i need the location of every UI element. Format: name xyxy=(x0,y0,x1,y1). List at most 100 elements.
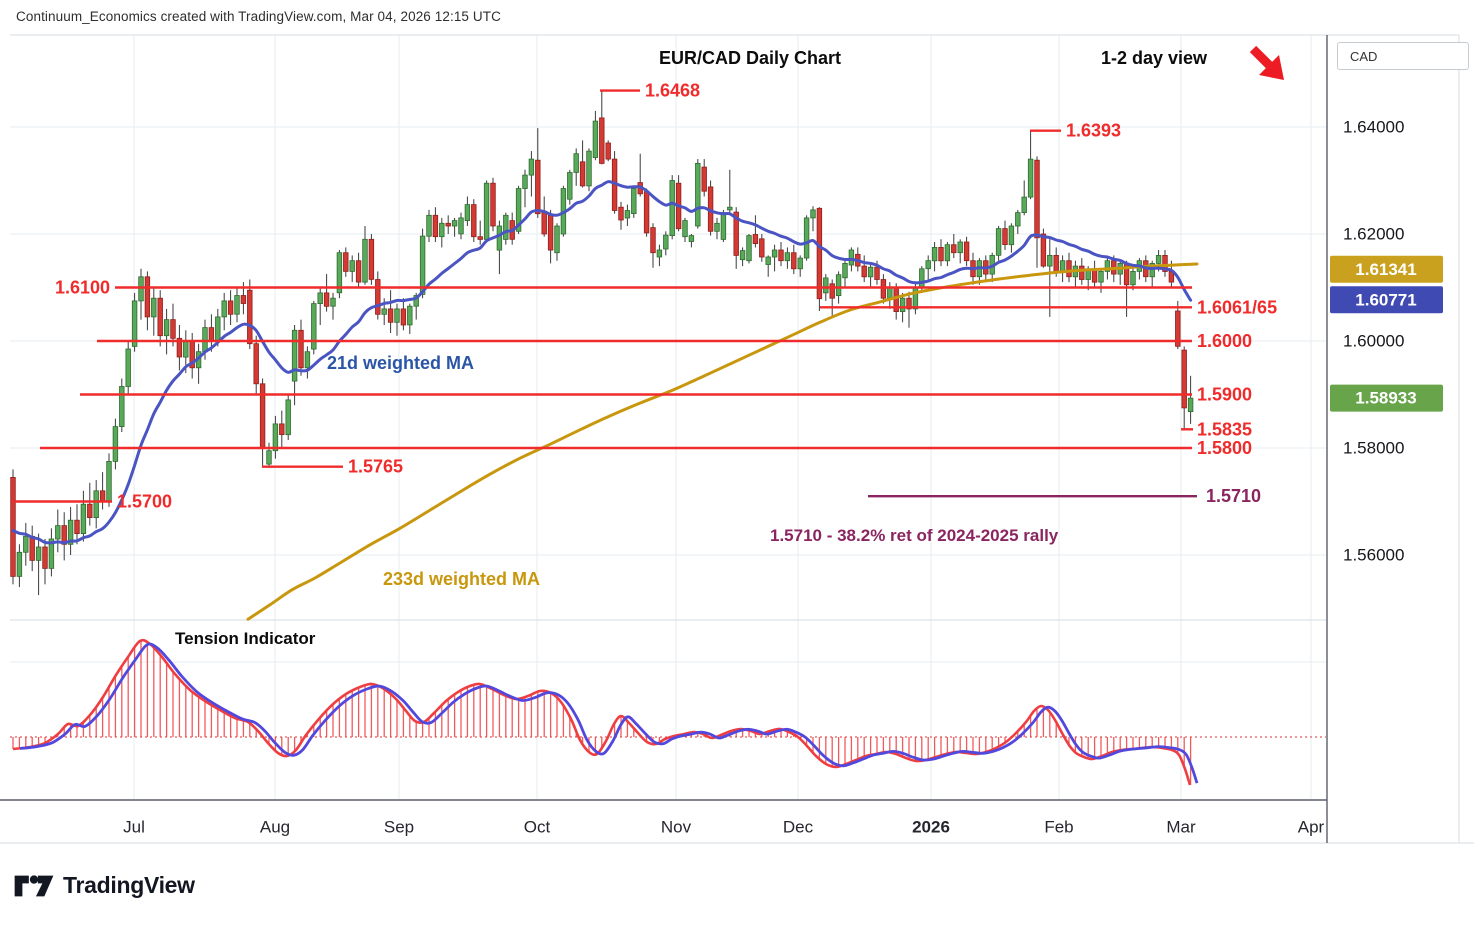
candle xyxy=(554,223,560,261)
candle xyxy=(682,217,688,242)
candle xyxy=(1162,250,1168,277)
candle xyxy=(496,220,503,275)
candle xyxy=(778,242,784,267)
candle xyxy=(784,247,791,269)
candle xyxy=(547,209,554,264)
month-label-Apr: Apr xyxy=(1298,818,1325,837)
candle xyxy=(483,180,490,242)
candle xyxy=(291,325,298,406)
symbol-axis-box[interactable]: CAD xyxy=(1337,42,1469,70)
tension-histogram xyxy=(12,641,1192,785)
candle xyxy=(739,247,746,267)
candle xyxy=(375,271,381,320)
candle xyxy=(10,469,16,585)
month-label-Aug: Aug xyxy=(260,818,290,837)
candle xyxy=(925,255,931,283)
candle xyxy=(426,209,432,242)
candle xyxy=(573,148,579,186)
candle xyxy=(445,215,451,234)
ma233-label: 233d weighted MA xyxy=(383,569,541,589)
candle xyxy=(355,252,362,288)
time-axis[interactable]: Jul Aug Sep Oct Nov Dec 2026 Feb Mar Apr xyxy=(123,818,1324,837)
candle xyxy=(957,239,963,264)
candle xyxy=(541,196,547,237)
candle xyxy=(618,201,624,230)
tension-indicator-pane[interactable] xyxy=(10,638,1326,786)
ma233-line[interactable] xyxy=(246,262,1199,621)
candle xyxy=(1072,260,1079,288)
tradingview-logo-text: TradingView xyxy=(63,872,195,898)
candle xyxy=(259,378,266,467)
level-label-1.6000: 1.6000 xyxy=(1197,331,1252,351)
candle xyxy=(61,512,67,561)
candle xyxy=(458,212,464,240)
candle xyxy=(714,217,720,240)
candle xyxy=(695,159,701,229)
candle xyxy=(106,453,112,507)
candle xyxy=(579,140,586,188)
price-axis[interactable]: 1.64000 1.62000 1.60000 1.58000 1.56000 1.613… xyxy=(1330,118,1443,565)
candle xyxy=(311,300,317,355)
ma21-line[interactable] xyxy=(11,180,1193,545)
candle xyxy=(464,196,471,226)
candle xyxy=(279,410,285,448)
tension-fast-line xyxy=(12,638,1192,786)
candle xyxy=(797,255,803,277)
month-label-Nov: Nov xyxy=(661,818,692,837)
candle xyxy=(23,522,29,566)
month-label-Jul: Jul xyxy=(123,818,145,837)
candle xyxy=(323,274,330,312)
candle xyxy=(688,234,695,248)
candle xyxy=(80,490,87,542)
candle xyxy=(1098,268,1104,293)
candle xyxy=(48,528,55,577)
candle xyxy=(336,250,343,299)
candle xyxy=(771,244,778,272)
candle xyxy=(490,177,496,232)
candle xyxy=(29,525,35,572)
candle xyxy=(400,298,407,331)
price-tick-label: 1.58000 xyxy=(1343,439,1404,458)
candle xyxy=(503,212,509,245)
candle xyxy=(170,303,176,347)
candle xyxy=(138,268,144,320)
month-label-Oct: Oct xyxy=(524,818,551,837)
tradingview-logo-icon xyxy=(14,873,54,899)
price-tick-label: 1.62000 xyxy=(1343,225,1404,244)
candle xyxy=(195,343,202,384)
month-label-2026: 2026 xyxy=(912,818,950,837)
candle xyxy=(1117,260,1123,285)
down-right-arrow-icon xyxy=(1246,42,1288,84)
candle xyxy=(125,341,131,395)
level-label-1.5800: 1.5800 xyxy=(1197,438,1252,458)
level-label-1.5900: 1.5900 xyxy=(1197,385,1252,405)
candle xyxy=(528,151,535,197)
view-horizon-label: 1-2 day view xyxy=(1101,48,1208,68)
candle xyxy=(951,234,957,259)
candle xyxy=(592,110,599,161)
candle xyxy=(67,506,74,555)
pane-frames xyxy=(0,34,1474,844)
candle xyxy=(567,169,573,205)
candle xyxy=(810,206,816,232)
gridlines xyxy=(10,35,1327,800)
candle xyxy=(112,418,119,470)
tradingview-logo[interactable]: TradingView xyxy=(14,872,195,899)
candle xyxy=(765,255,771,277)
candle xyxy=(227,290,234,325)
candle xyxy=(586,148,592,192)
candle xyxy=(234,287,240,323)
price-tick-label: 1.56000 xyxy=(1343,546,1404,565)
price-tick-label: 1.60000 xyxy=(1343,332,1404,351)
candle xyxy=(624,204,631,226)
chart-title: EUR/CAD Daily Chart xyxy=(659,48,842,68)
ma21-value-badge-text: 1.60771 xyxy=(1355,290,1416,309)
candle xyxy=(304,346,311,379)
candle xyxy=(1008,223,1015,253)
month-label-Mar: Mar xyxy=(1166,818,1196,837)
candle xyxy=(1130,266,1136,291)
indicator-title: Tension Indicator xyxy=(175,629,316,648)
candle xyxy=(1136,258,1143,280)
